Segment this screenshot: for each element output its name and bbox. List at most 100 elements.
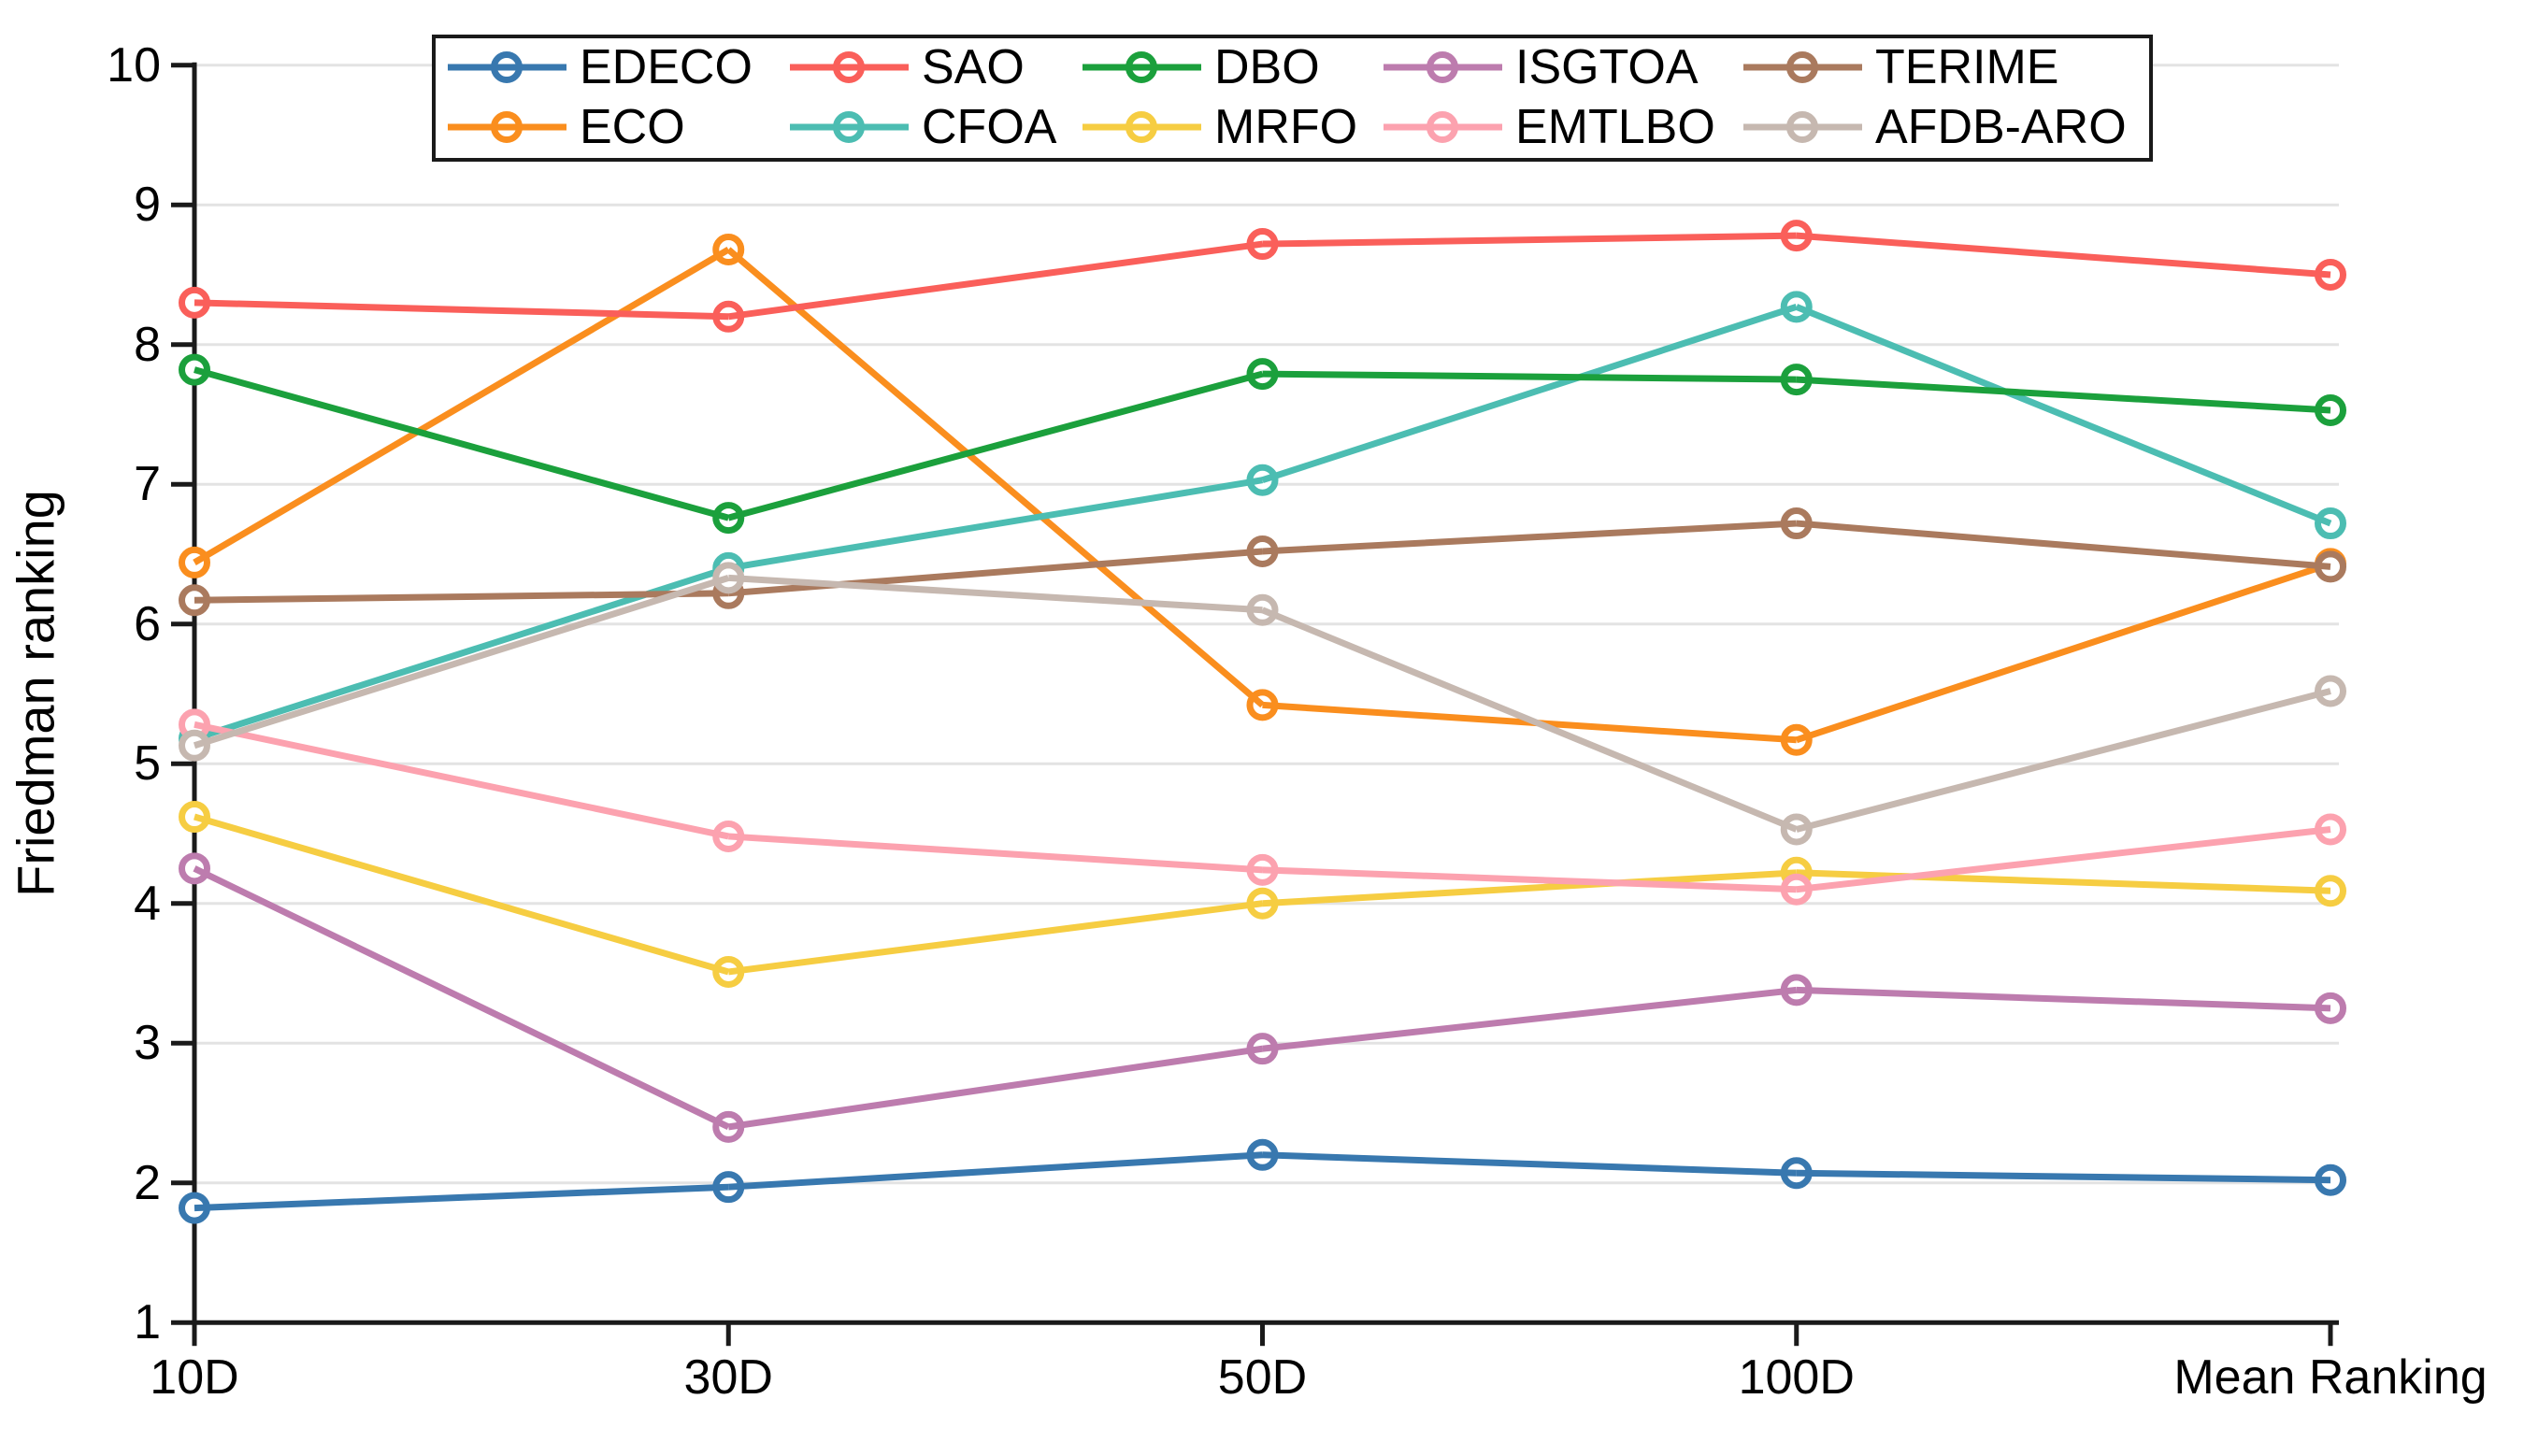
legend-item-cfoa: CFOA <box>790 100 1056 154</box>
legend-marker-ring <box>491 111 523 143</box>
legend-marker-icon <box>1083 51 1201 83</box>
series-emtlbo <box>179 708 2346 906</box>
x-tick-label: 10D <box>150 1350 239 1405</box>
legend-label: SAO <box>922 40 1025 94</box>
legend-marker-icon <box>790 111 909 143</box>
series-edeco <box>179 1138 2346 1224</box>
legend-marker-ring <box>1786 111 1818 143</box>
data-point <box>1780 364 1813 396</box>
y-tick-label: 7 <box>134 457 161 512</box>
data-point <box>2315 675 2346 707</box>
data-point <box>179 729 210 762</box>
data-point <box>1246 1138 1279 1171</box>
legend-marker-icon <box>1743 51 1862 83</box>
y-tick-label: 6 <box>134 596 161 651</box>
data-point <box>2315 1163 2346 1196</box>
legend-marker-icon <box>1083 111 1201 143</box>
legend-marker-ring <box>1126 111 1157 143</box>
data-point <box>1246 535 1279 567</box>
legend-marker-icon <box>448 51 566 83</box>
legend-marker-ring <box>1786 51 1818 83</box>
legend-label: EDECO <box>580 40 753 94</box>
data-point <box>712 820 745 852</box>
data-point <box>2315 258 2346 291</box>
data-point <box>1780 507 1813 540</box>
x-tick-label: 50D <box>1217 1350 1308 1405</box>
legend-swatch-dbo <box>1083 47 1201 88</box>
x-tick-label: 30D <box>683 1350 773 1405</box>
x-tick-label: 100D <box>1738 1350 1855 1405</box>
legend-marker-icon <box>1384 111 1502 143</box>
data-point <box>1246 1033 1279 1065</box>
series-afdb-aro <box>179 562 2346 846</box>
data-point <box>2315 875 2346 907</box>
data-point <box>712 502 745 535</box>
data-point <box>179 353 210 386</box>
series-dbo <box>179 353 2346 535</box>
y-tick-label: 3 <box>134 1016 161 1071</box>
legend-item-sao: SAO <box>790 40 1025 94</box>
data-point <box>1780 291 1813 323</box>
y-tick-label: 9 <box>134 178 161 233</box>
legend-swatch-emtlbo <box>1384 107 1502 148</box>
legend-marker-icon <box>1743 111 1862 143</box>
legend-swatch-mrfo <box>1083 107 1201 148</box>
legend-marker-ring <box>833 111 865 143</box>
data-point <box>1780 873 1813 906</box>
legend-marker-icon <box>790 51 909 83</box>
data-point <box>1780 974 1813 1006</box>
y-tick-label: 5 <box>134 736 161 792</box>
legend-item-afdb-aro: AFDB-ARO <box>1743 100 2127 154</box>
legend-swatch-isgtoa <box>1384 47 1502 88</box>
data-point <box>179 286 210 319</box>
legend-marker-icon <box>448 111 566 143</box>
data-point <box>1246 464 1279 496</box>
legend-item-isgtoa: ISGTOA <box>1384 40 1699 94</box>
data-point <box>1246 887 1279 920</box>
data-point <box>2315 507 2346 540</box>
legend-label: MRFO <box>1214 100 1358 154</box>
data-point <box>1780 723 1813 756</box>
legend-label: ECO <box>580 100 685 154</box>
legend-item-emtlbo: EMTLBO <box>1384 100 1715 154</box>
data-point <box>1780 220 1813 252</box>
legend-marker-ring <box>491 51 523 83</box>
legend-marker-icon <box>1384 51 1502 83</box>
legend-marker-ring <box>833 51 865 83</box>
legend-swatch-eco <box>448 107 566 148</box>
y-tick-label: 8 <box>134 317 161 372</box>
series-sao <box>179 220 2346 333</box>
data-point <box>1246 358 1279 391</box>
series-isgtoa <box>179 852 2346 1143</box>
data-point <box>179 801 210 834</box>
data-point <box>1780 1157 1813 1190</box>
data-point <box>712 562 745 594</box>
data-point <box>1246 593 1279 626</box>
y-tick-label: 1 <box>134 1295 161 1350</box>
data-point <box>2315 393 2346 426</box>
legend-label: EMTLBO <box>1515 100 1715 154</box>
data-point <box>179 546 210 578</box>
series-mrfo <box>179 801 2346 988</box>
legend-marker-ring <box>1126 51 1157 83</box>
legend-label: TERIME <box>1875 40 2059 94</box>
data-point <box>1246 853 1279 886</box>
legend-item-edeco: EDECO <box>448 40 753 94</box>
legend-swatch-cfoa <box>790 107 909 148</box>
data-point <box>712 300 745 333</box>
y-tick-label: 4 <box>134 876 161 931</box>
data-point <box>2315 813 2346 846</box>
data-point <box>179 1192 210 1224</box>
legend-marker-ring <box>1427 51 1458 83</box>
data-point <box>179 584 210 617</box>
data-point <box>2315 992 2346 1024</box>
data-point <box>1246 228 1279 261</box>
data-point <box>1780 813 1813 846</box>
data-point <box>712 234 745 266</box>
chart-legend: EDECO SAO DBO ISGTOA TERIME ECO CFOA MR <box>432 35 2153 162</box>
legend-swatch-edeco <box>448 47 566 88</box>
legend-label: CFOA <box>922 100 1057 154</box>
y-tick-label: 2 <box>134 1155 161 1210</box>
legend-item-terime: TERIME <box>1743 40 2058 94</box>
